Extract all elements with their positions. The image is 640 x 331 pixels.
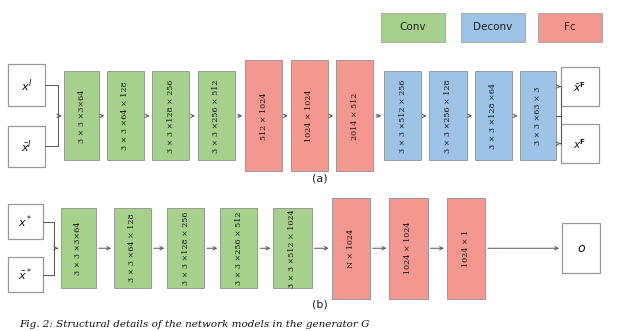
Text: $\mathit{x}^*$: $\mathit{x}^*$ xyxy=(18,213,33,230)
Text: N × 1024: N × 1024 xyxy=(347,229,355,268)
Text: Fc: Fc xyxy=(564,22,575,32)
Text: 3 × 3 ×512 × 256: 3 × 3 ×512 × 256 xyxy=(399,79,406,153)
Bar xyxy=(152,71,189,160)
Bar xyxy=(562,223,600,273)
Text: $o$: $o$ xyxy=(577,242,586,255)
Bar xyxy=(8,257,43,292)
Text: 3 × 3 ×63 × 3: 3 × 3 ×63 × 3 xyxy=(534,87,542,145)
Text: 3 × 3 ×64 × 128: 3 × 3 ×64 × 128 xyxy=(122,82,129,150)
Bar xyxy=(336,60,373,171)
Bar xyxy=(561,67,599,106)
Text: 512 × 1024: 512 × 1024 xyxy=(260,92,268,140)
Text: 2014 × 512: 2014 × 512 xyxy=(351,92,358,140)
Bar xyxy=(447,198,485,299)
Text: 3 × 3 ×512 × 1024: 3 × 3 ×512 × 1024 xyxy=(289,209,296,288)
Bar xyxy=(114,208,151,289)
Text: 3 × 3 ×128 ×64: 3 × 3 ×128 ×64 xyxy=(490,83,497,149)
Bar xyxy=(64,71,99,160)
Text: 3 × 3 ×256 × 512: 3 × 3 ×256 × 512 xyxy=(212,79,220,153)
Text: 3 × 3 ×128 × 256: 3 × 3 ×128 × 256 xyxy=(182,212,189,285)
Bar xyxy=(8,204,43,239)
Text: 1024 × 1024: 1024 × 1024 xyxy=(305,90,313,142)
Text: $\bar{x}^{\mathbf{F}}$: $\bar{x}^{\mathbf{F}}$ xyxy=(573,80,586,94)
Text: 1024 × 1: 1024 × 1 xyxy=(462,230,470,267)
Text: Fig. 2: Structural details of the network models in the generator G: Fig. 2: Structural details of the networ… xyxy=(19,320,369,329)
Text: $\bar{\mathit{x}}^I$: $\bar{\mathit{x}}^I$ xyxy=(20,138,32,155)
Text: $\mathit{x}^I$: $\mathit{x}^I$ xyxy=(20,77,32,94)
Bar xyxy=(461,13,525,42)
Text: Deconv: Deconv xyxy=(473,22,513,32)
Text: 3 × 3 ×128 × 256: 3 × 3 ×128 × 256 xyxy=(167,79,175,153)
Text: 3 × 3 ×3×64: 3 × 3 ×3×64 xyxy=(77,89,86,143)
Bar xyxy=(198,71,235,160)
Bar xyxy=(561,124,599,163)
Text: (b): (b) xyxy=(312,300,328,310)
Text: 3 × 3 ×64 × 128: 3 × 3 ×64 × 128 xyxy=(129,214,136,282)
Bar xyxy=(291,60,328,171)
Text: $\bar{\mathit{x}}^*$: $\bar{\mathit{x}}^*$ xyxy=(18,266,33,283)
Text: $x^{\mathbf{F}}$: $x^{\mathbf{F}}$ xyxy=(573,137,586,151)
Text: 3 × 3 ×256 × 128: 3 × 3 ×256 × 128 xyxy=(444,79,452,153)
Text: Conv: Conv xyxy=(399,22,426,32)
Bar xyxy=(61,208,96,289)
Bar xyxy=(381,13,445,42)
Bar xyxy=(520,71,556,160)
Text: 1024 × 1024: 1024 × 1024 xyxy=(404,222,412,274)
Bar xyxy=(332,198,370,299)
Bar xyxy=(389,198,428,299)
Bar xyxy=(107,71,144,160)
Bar xyxy=(429,71,467,160)
Bar xyxy=(8,125,45,167)
Bar xyxy=(8,65,45,106)
Bar xyxy=(538,13,602,42)
Bar xyxy=(245,60,282,171)
Bar xyxy=(384,71,421,160)
Text: (a): (a) xyxy=(312,174,328,184)
Bar xyxy=(220,208,257,289)
Bar xyxy=(273,208,312,289)
Text: 3 × 3 ×256 × 512: 3 × 3 ×256 × 512 xyxy=(235,212,243,285)
Bar xyxy=(167,208,204,289)
Text: 3 × 3 ×3×64: 3 × 3 ×3×64 xyxy=(74,221,83,275)
Bar xyxy=(475,71,512,160)
